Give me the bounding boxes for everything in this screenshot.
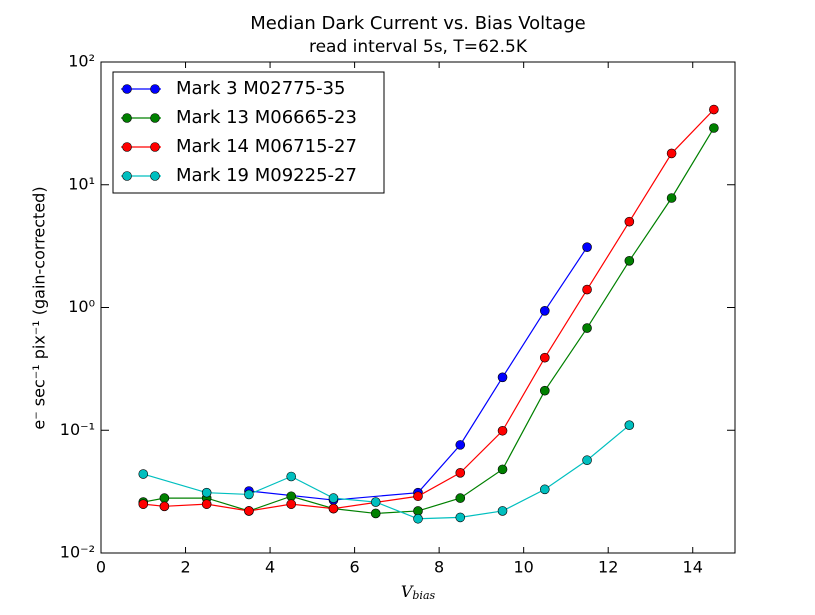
legend-marker <box>150 113 160 123</box>
data-point <box>497 506 508 516</box>
data-point <box>539 305 550 316</box>
data-point <box>138 469 149 479</box>
y-tick-label: 10⁻¹ <box>60 420 95 439</box>
data-point <box>624 420 635 430</box>
data-point <box>497 372 508 383</box>
data-point <box>582 323 592 333</box>
legend-marker <box>122 171 132 181</box>
data-point <box>666 193 677 203</box>
y-tick-label: 10⁰ <box>68 297 95 316</box>
y-tick-label: 10² <box>68 52 95 71</box>
data-point <box>455 440 466 450</box>
data-point <box>497 425 508 436</box>
data-point <box>159 501 170 512</box>
y-tick-label: 10⁻² <box>60 543 95 562</box>
data-point <box>539 385 550 396</box>
data-point <box>582 455 592 466</box>
data-point <box>370 508 381 519</box>
chart-subtitle: read interval 5s, T=62.5K <box>309 37 528 57</box>
legend-label: Mark 3 M02775-35 <box>176 78 345 99</box>
chart-title: Median Dark Current vs. Bias Voltage <box>250 13 585 34</box>
legend-marker <box>150 142 160 152</box>
data-point <box>201 487 212 498</box>
x-tick-label: 2 <box>180 558 190 577</box>
data-point <box>244 506 254 516</box>
legend-marker <box>122 84 132 94</box>
data-point <box>666 148 677 159</box>
data-point <box>413 491 423 502</box>
data-point <box>455 512 466 523</box>
data-point <box>624 256 635 266</box>
data-point <box>539 484 550 495</box>
x-axis-label: Vbias <box>401 582 436 603</box>
data-point <box>539 352 550 363</box>
data-point <box>201 499 212 509</box>
data-point <box>582 242 592 252</box>
x-label-sub: bias <box>412 589 435 602</box>
legend-label: Mark 14 M06715-27 <box>176 136 357 157</box>
x-tick-label: 0 <box>96 558 106 577</box>
legend-marker <box>150 171 160 181</box>
series-line <box>143 424 630 520</box>
data-point <box>624 216 635 227</box>
y-tick-label: 10¹ <box>68 174 95 193</box>
data-point <box>328 503 339 514</box>
x-tick-label: 6 <box>350 558 360 577</box>
x-tick-label: 10 <box>513 558 533 577</box>
legend-label: Mark 19 M09225-27 <box>176 165 357 186</box>
x-tick-label: 8 <box>434 558 444 577</box>
legend-marker <box>150 84 160 94</box>
data-point <box>582 284 592 295</box>
series-line <box>248 246 588 501</box>
data-point <box>455 493 466 503</box>
data-point <box>497 464 508 475</box>
legend-marker <box>122 142 132 152</box>
data-point <box>413 513 423 524</box>
data-point <box>455 468 466 478</box>
series-line <box>143 109 715 512</box>
data-point <box>709 123 719 133</box>
data-point <box>370 497 381 507</box>
x-label-main: V <box>401 582 414 601</box>
x-tick-label: 4 <box>265 558 275 577</box>
x-tick-label: 14 <box>683 558 703 577</box>
data-point <box>244 489 254 500</box>
data-point <box>138 499 149 509</box>
legend-marker <box>122 113 132 123</box>
y-axis-label: e⁻ sec⁻¹ pix⁻¹ (gain-corrected) <box>30 186 49 429</box>
legend-label: Mark 13 M06665-23 <box>176 107 357 128</box>
data-point <box>159 493 170 503</box>
data-point <box>709 104 719 115</box>
data-point <box>286 471 297 482</box>
x-tick-label: 12 <box>598 558 618 577</box>
data-point <box>328 493 339 503</box>
data-point <box>286 499 297 509</box>
